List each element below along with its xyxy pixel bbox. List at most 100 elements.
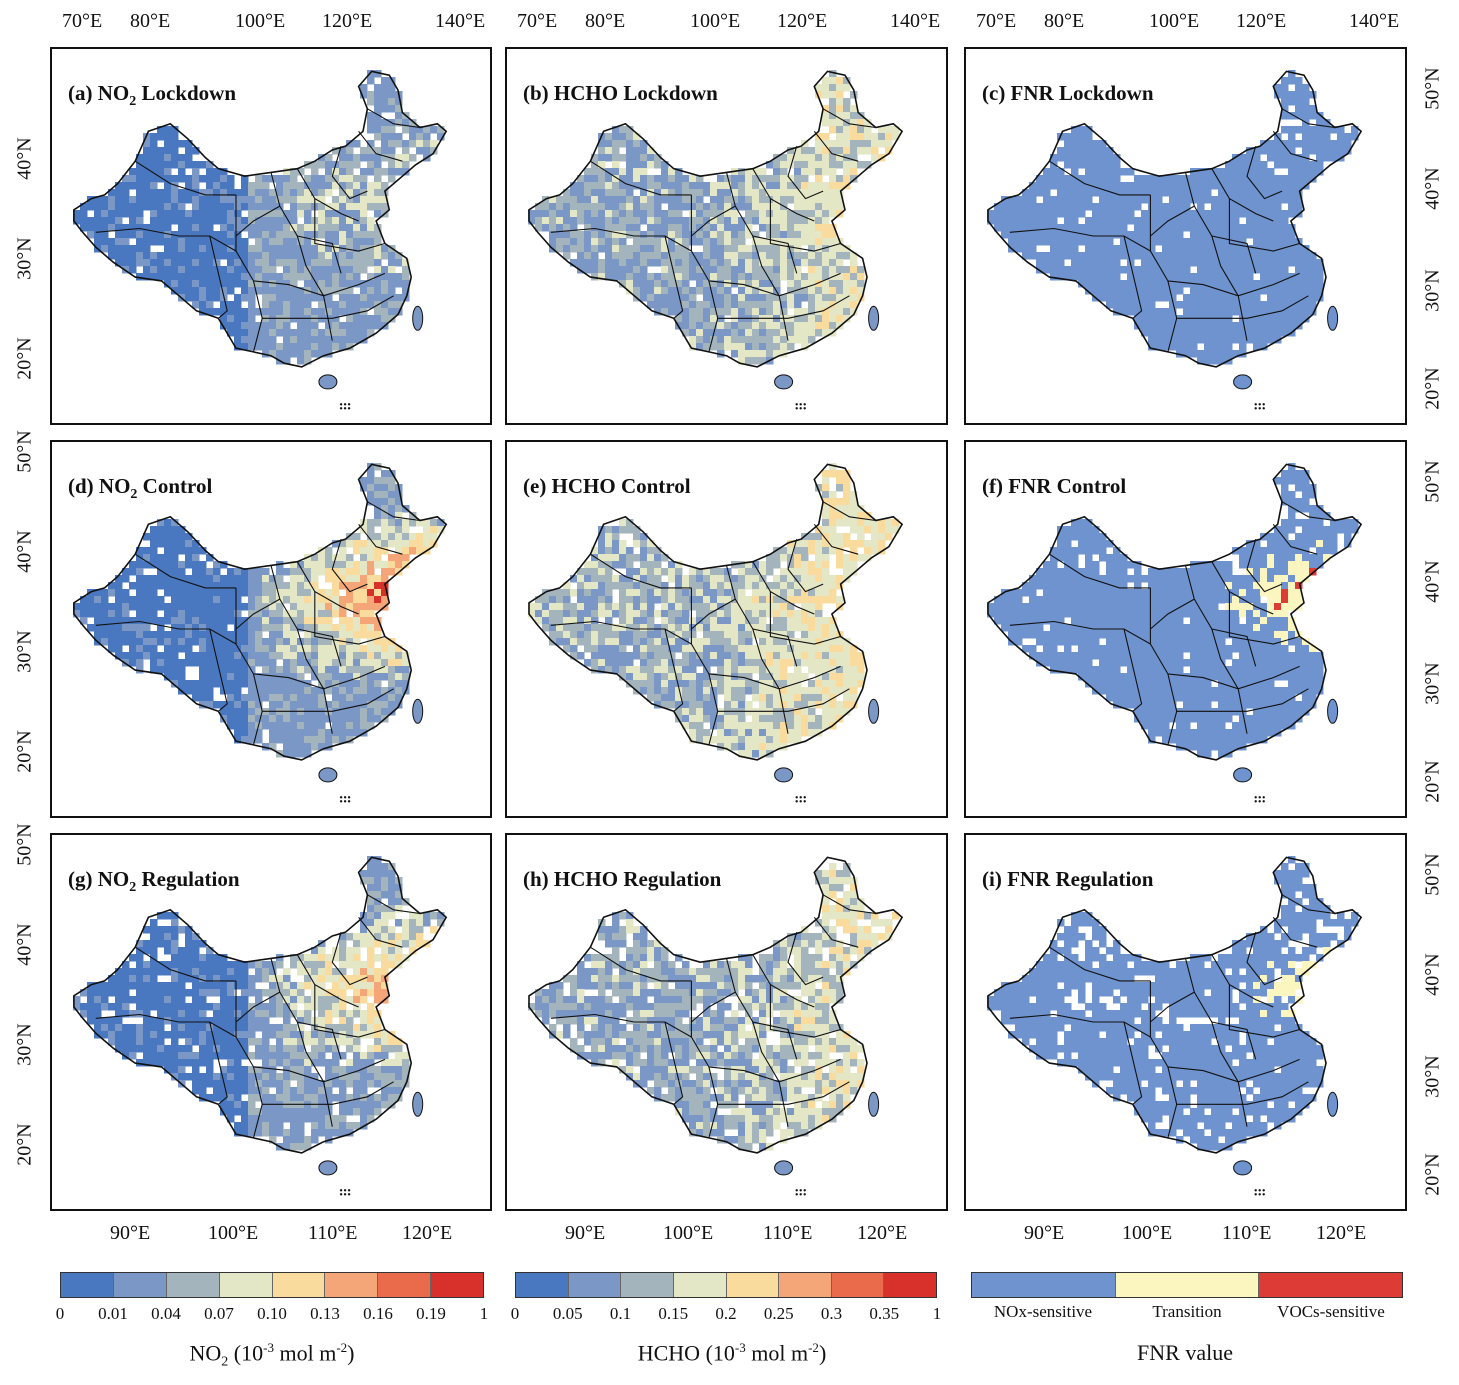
map-cell <box>1218 245 1226 253</box>
map-cell <box>1078 189 1086 197</box>
map-cell <box>192 161 200 169</box>
map-cell <box>241 238 249 246</box>
map-cell <box>304 301 312 309</box>
map-cell <box>122 638 130 646</box>
map-cell <box>339 715 347 723</box>
map-cell <box>738 589 746 597</box>
map-panel-fnr-lockdown: (c) FNR Lockdown <box>964 47 1407 425</box>
map-cell <box>682 603 690 611</box>
province-boundary <box>331 146 368 200</box>
map-cell <box>780 238 788 246</box>
map-cell <box>654 196 662 204</box>
map-cell <box>150 175 158 183</box>
map-cell <box>367 168 375 176</box>
map-cell <box>1288 91 1296 99</box>
map-cell <box>556 245 564 253</box>
map-cell <box>311 715 319 723</box>
map-cell <box>360 182 368 190</box>
province-boundary <box>134 160 236 196</box>
map-cell <box>759 280 767 288</box>
map-cell <box>1267 280 1275 288</box>
map-cell <box>178 617 186 625</box>
map-cell <box>850 540 858 548</box>
map-cell <box>367 77 375 85</box>
map-cell <box>1099 266 1107 274</box>
map-cell <box>570 631 578 639</box>
map-cell <box>1120 196 1128 204</box>
map-cell <box>780 343 788 351</box>
map-cell <box>626 266 634 274</box>
map-cell <box>297 266 305 274</box>
map-cell <box>1148 203 1156 211</box>
map-cell <box>283 568 291 576</box>
map-cell <box>395 666 403 674</box>
map-cell <box>1232 273 1240 281</box>
top-longitude-tick: 70°E <box>517 10 558 32</box>
map-cell <box>1260 308 1268 316</box>
map-cell <box>213 168 221 176</box>
map-cell <box>1043 224 1051 232</box>
map-cell <box>227 196 235 204</box>
map-cell <box>227 287 235 295</box>
map-cell <box>1218 301 1226 309</box>
map-cell <box>283 301 291 309</box>
map-cell <box>724 217 732 225</box>
map-cell <box>843 245 851 253</box>
map-cell <box>619 652 627 660</box>
map-cell <box>290 631 298 639</box>
map-cell <box>227 217 235 225</box>
map-cell <box>773 301 781 309</box>
map-cell <box>213 673 221 681</box>
map-cell <box>1106 287 1114 295</box>
map-cell <box>178 273 186 281</box>
map-cell <box>374 182 382 190</box>
map-cell <box>108 624 116 632</box>
map-cell <box>766 280 774 288</box>
map-cell <box>262 322 270 330</box>
map-cell <box>668 589 676 597</box>
map-cell <box>374 231 382 239</box>
province-boundary <box>550 227 692 252</box>
map-cell <box>1274 91 1282 99</box>
map-cell <box>612 624 620 632</box>
map-cell <box>682 589 690 597</box>
map-cell <box>836 301 844 309</box>
map-cell <box>654 554 662 562</box>
map-cell <box>1190 308 1198 316</box>
island-dot <box>1254 403 1257 406</box>
map-cell <box>353 224 361 232</box>
map-cell <box>94 596 102 604</box>
map-cell <box>381 547 389 555</box>
map-cell <box>339 736 347 744</box>
top-longitude-tick: 140°E <box>435 10 486 32</box>
map-cell <box>290 575 298 583</box>
map-cell <box>255 280 263 288</box>
map-cell <box>808 547 816 555</box>
map-cell <box>1183 294 1191 302</box>
map-cell <box>857 266 865 274</box>
map-cell <box>766 301 774 309</box>
country-outline <box>73 463 448 761</box>
map-cell <box>269 259 277 267</box>
map-cell <box>661 224 669 232</box>
map-cell <box>269 350 277 358</box>
map-cell <box>325 554 333 562</box>
map-cell <box>696 596 704 604</box>
map-cell <box>1085 175 1093 183</box>
map-cell <box>836 77 844 85</box>
map-cell <box>402 680 410 688</box>
map-cell <box>1078 280 1086 288</box>
map-cell <box>556 224 564 232</box>
map-cell <box>178 631 186 639</box>
map-cell <box>1281 238 1289 246</box>
map-cell <box>1176 217 1184 225</box>
map-cell <box>850 547 858 555</box>
map-cell <box>136 659 144 667</box>
map-cell <box>1141 294 1149 302</box>
map-cell <box>822 582 830 590</box>
map-cell <box>633 273 641 281</box>
map-cell <box>115 189 123 197</box>
map-cell <box>675 245 683 253</box>
map-cell <box>318 638 326 646</box>
map-cell <box>843 98 851 106</box>
